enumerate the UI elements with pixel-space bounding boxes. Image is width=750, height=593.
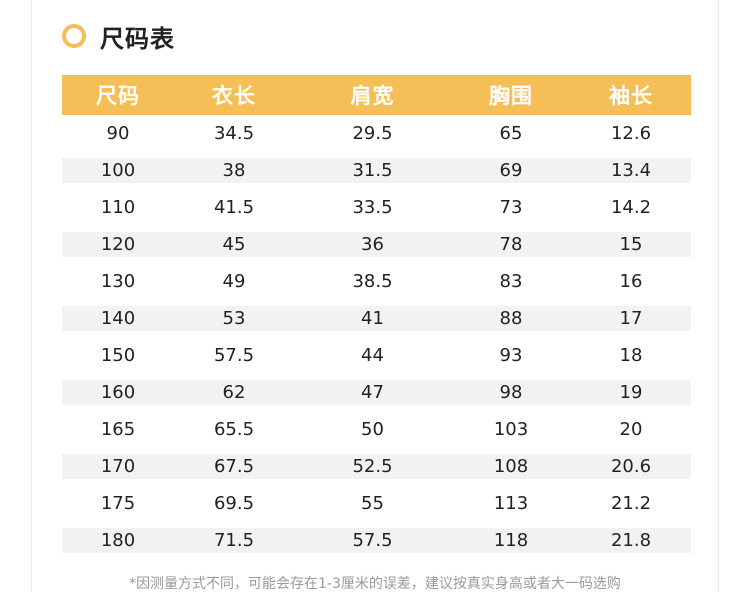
cell-sleeve: 17 bbox=[619, 308, 643, 329]
cell-length: 34.5 bbox=[213, 123, 255, 144]
cell-size: 140 bbox=[100, 308, 136, 329]
cell-length: 62 bbox=[222, 382, 246, 403]
page-title: 尺码表 bbox=[100, 24, 175, 53]
cell-chest: 113 bbox=[493, 493, 529, 514]
cell-chest: 73 bbox=[499, 197, 523, 218]
cell-length: 57.5 bbox=[213, 345, 255, 366]
cell-sleeve: 21.8 bbox=[610, 530, 652, 551]
cell-length: 53 bbox=[222, 308, 246, 329]
header-size: 尺码 bbox=[96, 84, 140, 108]
cell-sleeve: 20 bbox=[619, 419, 643, 440]
cell-sleeve: 18 bbox=[619, 345, 643, 366]
measurement-note: *因测量方式不同，可能会存在1-3厘米的误差，建议按真实身高或者大一码选购 bbox=[129, 576, 621, 592]
frame-right-border bbox=[718, 0, 719, 592]
cell-chest: 78 bbox=[499, 234, 523, 255]
section-heading: 尺码表 bbox=[62, 18, 175, 54]
cell-length: 49 bbox=[222, 271, 246, 292]
table-row: 150 57.5 44 93 18 bbox=[62, 337, 691, 374]
cell-shoulder: 47 bbox=[361, 382, 384, 403]
table-row: 175 69.5 55 113 21.2 bbox=[62, 485, 691, 522]
cell-chest: 118 bbox=[493, 530, 529, 551]
cell-shoulder: 36 bbox=[361, 234, 384, 255]
cell-length: 45 bbox=[222, 234, 246, 255]
cell-shoulder: 55 bbox=[361, 493, 384, 514]
cell-length: 38 bbox=[222, 160, 246, 181]
header-chest: 胸围 bbox=[489, 84, 533, 108]
cell-size: 130 bbox=[100, 271, 136, 292]
table-row: 120 45 36 78 15 bbox=[62, 232, 691, 257]
header-shoulder: 肩宽 bbox=[350, 84, 395, 108]
cell-length: 69.5 bbox=[213, 493, 255, 514]
cell-shoulder: 41 bbox=[361, 308, 384, 329]
header-sleeve: 袖长 bbox=[609, 84, 653, 108]
cell-shoulder: 29.5 bbox=[352, 123, 393, 144]
cell-sleeve: 13.4 bbox=[610, 160, 652, 181]
cell-shoulder: 44 bbox=[361, 345, 384, 366]
cell-size: 160 bbox=[100, 382, 136, 403]
cell-shoulder: 52.5 bbox=[352, 456, 393, 477]
cell-size: 165 bbox=[100, 419, 136, 440]
cell-size: 90 bbox=[106, 123, 130, 144]
table-row: 130 49 38.5 83 16 bbox=[62, 263, 691, 300]
cell-size: 170 bbox=[100, 456, 136, 477]
table-row: 90 34.5 29.5 65 12.6 bbox=[62, 115, 691, 152]
cell-length: 71.5 bbox=[213, 530, 255, 551]
cell-size: 110 bbox=[100, 197, 136, 218]
cell-sleeve: 20.6 bbox=[610, 456, 652, 477]
cell-size: 120 bbox=[100, 234, 136, 255]
cell-chest: 98 bbox=[499, 382, 523, 403]
cell-length: 65.5 bbox=[213, 419, 255, 440]
cell-length: 67.5 bbox=[213, 456, 255, 477]
cell-sleeve: 14.2 bbox=[610, 197, 652, 218]
table-row: 140 53 41 88 17 bbox=[62, 306, 691, 331]
cell-chest: 88 bbox=[499, 308, 523, 329]
cell-chest: 83 bbox=[499, 271, 523, 292]
table-body: 90 34.5 29.5 65 12.6 100 38 31.5 69 13.4 110 41.5 33… bbox=[62, 115, 691, 553]
table-header-row: 尺码 衣长 肩宽 胸围 袖长 bbox=[62, 75, 691, 115]
cell-sleeve: 12.6 bbox=[610, 123, 652, 144]
table-row: 100 38 31.5 69 13.4 bbox=[62, 158, 691, 183]
cell-chest: 93 bbox=[499, 345, 523, 366]
table-row: 180 71.5 57.5 118 21.8 bbox=[62, 528, 691, 553]
table-row: 160 62 47 98 19 bbox=[62, 380, 691, 405]
cell-size: 180 bbox=[100, 530, 136, 551]
cell-shoulder: 33.5 bbox=[352, 197, 393, 218]
cell-length: 41.5 bbox=[213, 197, 255, 218]
cell-shoulder: 38.5 bbox=[352, 271, 393, 292]
cell-sleeve: 19 bbox=[619, 382, 643, 403]
cell-size: 100 bbox=[100, 160, 136, 181]
table-row: 165 65.5 50 103 20 bbox=[62, 411, 691, 448]
header-length: 衣长 bbox=[212, 84, 256, 108]
table-row: 170 67.5 52.5 108 20.6 bbox=[62, 454, 691, 479]
cell-shoulder: 31.5 bbox=[352, 160, 393, 181]
cell-size: 150 bbox=[100, 345, 136, 366]
cell-chest: 108 bbox=[493, 456, 529, 477]
cell-chest: 69 bbox=[499, 160, 523, 181]
circle-bullet-icon bbox=[62, 24, 86, 48]
frame-left-border bbox=[31, 0, 32, 592]
cell-shoulder: 57.5 bbox=[352, 530, 393, 551]
table-row: 110 41.5 33.5 73 14.2 bbox=[62, 189, 691, 226]
cell-sleeve: 21.2 bbox=[610, 493, 652, 514]
cell-chest: 65 bbox=[499, 123, 523, 144]
cell-shoulder: 50 bbox=[361, 419, 384, 440]
cell-chest: 103 bbox=[493, 419, 529, 440]
cell-sleeve: 15 bbox=[619, 234, 643, 255]
size-chart-table: 尺码 衣长 肩宽 胸围 袖长 90 34.5 29.5 65 12.6 100 38 31.5… bbox=[62, 75, 691, 559]
cell-sleeve: 16 bbox=[619, 271, 643, 292]
cell-size: 175 bbox=[100, 493, 136, 514]
